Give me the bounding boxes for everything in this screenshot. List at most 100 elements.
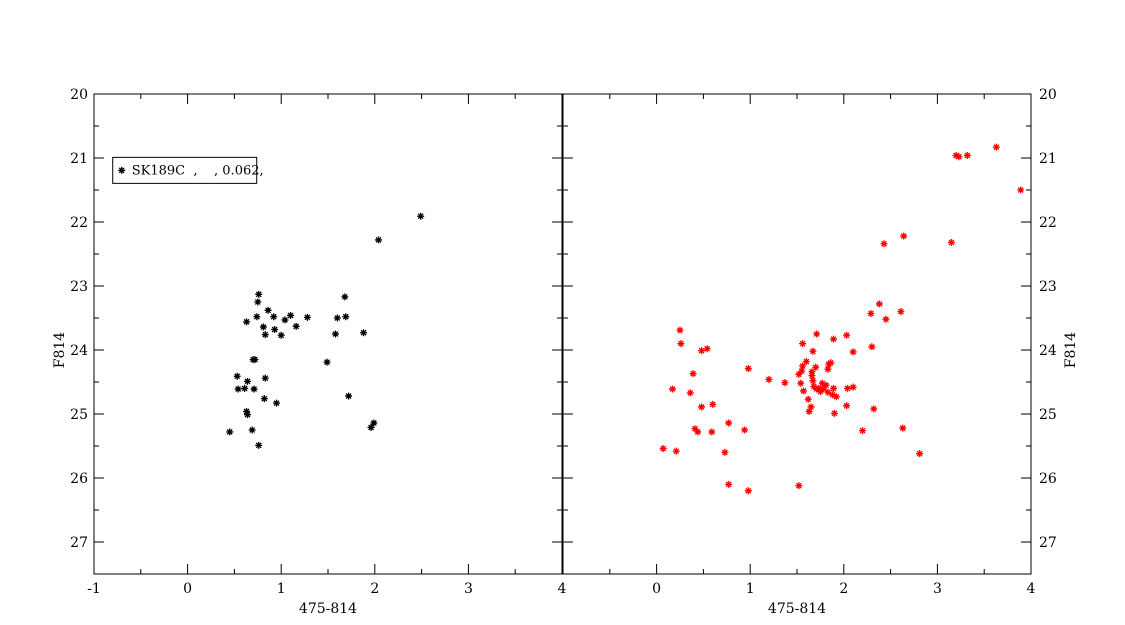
data-point <box>686 389 694 397</box>
x-axis-title-left: 475-814 <box>299 601 357 617</box>
y-tick-label: 23 <box>1039 279 1057 295</box>
data-point <box>248 426 256 434</box>
data-point <box>900 232 908 240</box>
data-point <box>795 370 803 378</box>
data-point <box>880 240 888 248</box>
data-point <box>331 330 339 338</box>
data-point <box>677 340 685 348</box>
series-points-left <box>226 212 425 449</box>
data-point <box>816 388 824 396</box>
data-point <box>259 323 267 331</box>
data-point <box>800 387 808 395</box>
data-point <box>829 391 837 399</box>
data-point <box>659 445 667 453</box>
data-point <box>947 238 955 246</box>
data-point <box>992 143 1000 151</box>
x-tick-label: 4 <box>558 581 567 597</box>
legend-entry-label: SK189C , , 0.062, <box>132 163 264 178</box>
data-point <box>781 379 789 387</box>
x-tick-label: 0 <box>183 581 192 597</box>
x-tick-label: 3 <box>464 581 473 597</box>
data-point <box>882 315 890 323</box>
y-axis-title-left: F814 <box>52 332 68 369</box>
data-point <box>818 379 826 387</box>
data-point <box>830 335 837 343</box>
legend-box <box>112 156 258 184</box>
data-point <box>254 298 262 306</box>
data-point <box>830 384 837 392</box>
data-point <box>255 441 263 449</box>
data-point <box>261 331 269 339</box>
data-point <box>251 356 259 364</box>
data-point <box>281 316 289 324</box>
data-point <box>824 388 832 396</box>
data-point <box>744 365 752 373</box>
x-tick-label: 3 <box>933 581 942 597</box>
data-point <box>963 151 971 159</box>
y-tick-label: 22 <box>1039 215 1057 231</box>
data-point <box>676 326 684 334</box>
data-point <box>799 362 807 370</box>
x-tick-label: 4 <box>1027 581 1036 597</box>
data-point <box>870 405 878 413</box>
y-tick-label: 27 <box>70 535 88 551</box>
data-point <box>303 313 311 321</box>
data-point <box>277 331 285 339</box>
data-point <box>323 358 331 366</box>
data-point <box>844 384 852 392</box>
data-point <box>827 359 835 367</box>
data-point <box>955 153 963 161</box>
data-point <box>897 308 905 316</box>
data-point <box>799 340 807 348</box>
data-point <box>741 426 749 434</box>
x-tick-label: 2 <box>839 581 848 597</box>
y-tick-label: 26 <box>70 471 88 487</box>
data-point <box>292 322 300 330</box>
y-tick-label: 24 <box>70 343 88 359</box>
data-point <box>260 395 268 403</box>
data-point <box>721 448 729 456</box>
data-point <box>342 313 350 321</box>
data-point <box>824 365 832 373</box>
data-point <box>698 347 706 355</box>
data-point <box>805 407 813 415</box>
data-point <box>360 329 368 337</box>
data-point <box>287 311 295 319</box>
data-point <box>1017 186 1025 194</box>
data-point <box>709 400 717 408</box>
data-point <box>417 212 425 220</box>
data-point <box>808 368 816 376</box>
data-point <box>802 358 810 366</box>
data-point <box>808 372 816 380</box>
data-point <box>694 428 702 436</box>
y-tick-label: 25 <box>70 407 88 423</box>
data-point <box>813 330 821 338</box>
data-point <box>849 383 857 391</box>
data-point <box>241 384 249 392</box>
data-point <box>868 343 876 351</box>
data-point <box>875 300 883 308</box>
y-tick-label: 24 <box>1039 343 1057 359</box>
data-point <box>226 428 234 436</box>
data-point <box>669 385 677 393</box>
data-point <box>765 375 773 383</box>
y-tick-label: 23 <box>70 279 88 295</box>
x-tick-label: -1 <box>87 581 101 597</box>
data-point <box>795 482 803 490</box>
y-tick-label: 22 <box>70 215 88 231</box>
y-tick-label: 26 <box>1039 471 1057 487</box>
y-tick-label: 20 <box>70 87 88 103</box>
data-point <box>822 381 830 389</box>
legend-marker-icon <box>118 166 126 174</box>
data-point <box>689 370 697 378</box>
data-point <box>703 345 711 353</box>
data-point <box>264 306 272 314</box>
data-point <box>867 310 875 318</box>
x-tick-label: 2 <box>370 581 379 597</box>
data-point <box>708 428 716 436</box>
data-point <box>804 395 812 403</box>
